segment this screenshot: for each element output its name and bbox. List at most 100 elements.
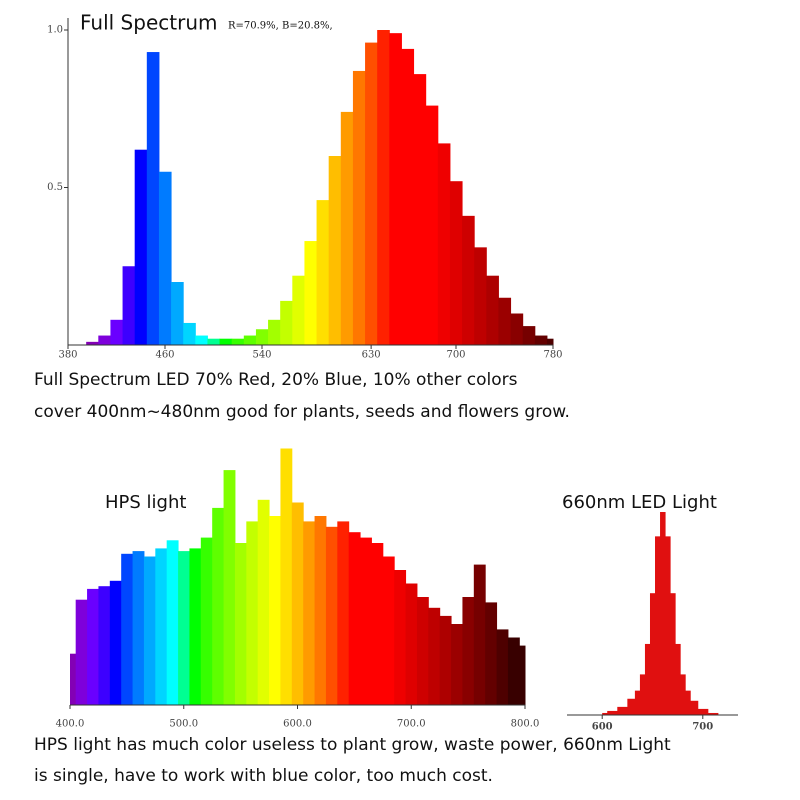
spectrum-strip — [634, 690, 641, 715]
spectrum-strip — [405, 583, 418, 705]
spectrum-strip — [365, 42, 378, 345]
spectrum-strip — [189, 548, 202, 705]
caption: cover 400nm~480nm good for plants, seeds… — [34, 402, 570, 422]
chart-title: Full Spectrum — [80, 11, 217, 35]
spectrum-strip — [707, 712, 719, 715]
spectrum-strip — [377, 30, 390, 345]
spectrum-strip — [665, 536, 671, 715]
spectrum-strip — [155, 548, 168, 705]
x-tick-label: 630 — [362, 350, 381, 361]
spectrum-strip — [280, 448, 293, 705]
spectrum-strip — [617, 706, 628, 715]
spectrum-strip — [303, 521, 316, 705]
spectrum-strip — [428, 607, 441, 705]
caption: HPS light has much color useless to plan… — [34, 735, 671, 755]
spectrum-strip — [389, 33, 402, 346]
spectrum-strip — [675, 643, 681, 715]
spectrum-strip — [158, 171, 172, 345]
spectrum-strip — [546, 338, 554, 345]
x-tick-label: 780 — [543, 350, 562, 361]
x-tick-label: 540 — [252, 350, 271, 361]
spectrum-strip — [348, 532, 361, 705]
spectrum-strip — [644, 643, 651, 715]
spectrum-strip — [401, 48, 415, 346]
x-tick-label: 800.0 — [511, 719, 540, 730]
spectrum-strip — [439, 615, 452, 705]
spectrum-strip — [109, 580, 122, 705]
spectrum-strip — [183, 322, 196, 345]
y-tick-label: 1.0 — [47, 25, 63, 36]
caption: Full Spectrum LED 70% Red, 20% Blue, 10%… — [34, 370, 518, 390]
x-tick-label: 700 — [446, 350, 465, 361]
spectrum-strip — [602, 712, 608, 715]
spectrum-strip — [680, 674, 686, 715]
x-tick-label: 380 — [58, 350, 77, 361]
spectrum-strip — [243, 335, 257, 345]
spectrum-strip — [607, 710, 618, 715]
chart-title: HPS light — [105, 492, 186, 513]
x-tick-label: 600 — [592, 722, 613, 733]
spectrum-strip — [171, 282, 184, 345]
spectrum-strip — [462, 597, 475, 705]
spectrum-strip — [280, 300, 293, 345]
spectrum-strip — [75, 599, 88, 705]
spectrum-strip — [697, 708, 709, 715]
spectrum-strip — [474, 247, 487, 345]
spectrum-strip — [522, 326, 536, 345]
spectrum-strip — [86, 341, 99, 345]
y-tick-label: 0.5 — [47, 182, 63, 193]
spectrum-strip — [292, 275, 305, 345]
spectrum-strip — [143, 556, 156, 705]
spectrum-strip — [121, 553, 134, 705]
spectrum-strip — [371, 543, 384, 705]
spectrum-strip — [110, 319, 124, 345]
spectrum-strip — [166, 540, 179, 705]
spectrum-strip — [87, 588, 99, 705]
x-tick-label: 460 — [155, 350, 174, 361]
x-tick-label: 600.0 — [283, 719, 312, 730]
spectrum-strip — [234, 543, 247, 705]
spectrum-strip — [473, 564, 486, 705]
spectrum-strip — [437, 143, 451, 345]
spectrum-strip — [268, 319, 281, 345]
spectrum-strip — [207, 338, 221, 345]
spectrum-strip — [382, 556, 395, 705]
spectrum-strip — [507, 637, 520, 705]
spectrum-strip — [449, 181, 463, 345]
spectrum-strip — [223, 470, 236, 705]
spectrum-strip — [314, 516, 327, 705]
spectrum-strip — [219, 338, 233, 345]
spectrum-strip — [146, 52, 160, 346]
spectrum-strip — [690, 700, 699, 715]
x-tick-label: 500.0 — [169, 719, 198, 730]
spectrum-strip — [337, 521, 350, 705]
spectrum-strip — [231, 338, 245, 345]
chart-title: 660nm LED Light — [562, 492, 717, 513]
spectrum-strip — [685, 690, 691, 715]
spectrum-strip — [70, 653, 77, 705]
spectrum-strip — [325, 526, 338, 705]
spectrum-strip — [485, 602, 498, 705]
spectrum-strip — [200, 537, 213, 705]
spectrum-strip — [122, 266, 136, 345]
spectrum-strip — [212, 507, 225, 705]
spectrum-strip — [486, 275, 499, 345]
spectrum-strip — [195, 335, 208, 345]
x-tick-label: 700 — [692, 722, 713, 733]
spectrum-strip — [660, 512, 666, 715]
spectrum-strip — [255, 329, 269, 345]
spectrum-strip — [510, 313, 524, 345]
spectrum-strip — [246, 521, 259, 705]
spectrum-strip — [413, 74, 427, 345]
spectrum-strip — [132, 551, 145, 705]
spectrum-strip — [360, 537, 372, 705]
spectrum-strip — [134, 149, 148, 345]
spectrum-strip — [98, 335, 111, 345]
spectrum-strip — [178, 551, 190, 705]
spectrum-strip — [534, 335, 548, 345]
spectrum-strip — [498, 297, 512, 345]
spectrum-strip — [416, 597, 429, 705]
spectrum-strip — [639, 674, 646, 715]
spectrum-strip — [462, 215, 475, 345]
